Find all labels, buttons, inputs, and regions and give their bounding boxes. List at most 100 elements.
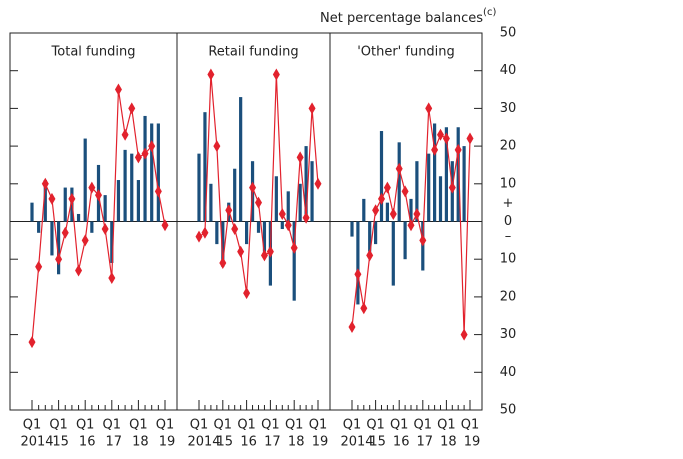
bar — [63, 187, 67, 222]
diamond-marker — [401, 185, 409, 198]
diamond-marker — [121, 128, 129, 141]
x-year-label: 18 — [288, 435, 305, 450]
diamond-marker — [314, 177, 322, 190]
bar — [123, 149, 127, 222]
bar — [50, 221, 54, 256]
diamond-marker — [95, 189, 102, 202]
diamond-marker — [134, 151, 142, 164]
diamond-marker — [389, 207, 397, 220]
y-tick-label: 20 — [500, 289, 517, 304]
diamond-marker — [419, 234, 427, 247]
bar — [256, 221, 261, 233]
bar — [280, 221, 284, 230]
diamond-marker — [302, 211, 310, 224]
x-tick-label: Q1 — [76, 418, 95, 433]
bar — [143, 115, 147, 222]
diamond-marker — [466, 132, 474, 145]
diamond-marker — [255, 196, 262, 209]
diamond-marker — [81, 234, 89, 247]
diamond-marker — [28, 336, 36, 349]
diamond-marker — [442, 132, 450, 145]
bar — [427, 153, 431, 222]
diamond-marker — [266, 245, 274, 258]
diamond-marker — [108, 272, 116, 285]
diamond-marker — [207, 68, 215, 81]
diamond-marker — [372, 204, 380, 217]
bar — [203, 112, 207, 222]
bar — [221, 221, 225, 267]
bar — [292, 221, 296, 301]
x-tick-label: Q1 — [237, 418, 256, 433]
bar — [197, 153, 201, 222]
bar — [116, 180, 121, 222]
x-tick-label: Q1 — [214, 418, 233, 433]
bar — [239, 97, 243, 222]
x-tick-label: Q1 — [390, 418, 409, 433]
bar — [37, 221, 41, 233]
x-year-label: 2014 — [187, 435, 220, 450]
x-tick-label: Q1 — [261, 418, 280, 433]
x-year-label: 17 — [264, 435, 281, 450]
diamond-marker — [114, 83, 122, 96]
diamond-marker — [237, 245, 245, 258]
bar — [397, 142, 401, 222]
sign-label: – — [505, 229, 512, 244]
x-year-label: 16 — [393, 435, 410, 450]
bar — [456, 127, 460, 222]
x-tick-label: Q1 — [343, 418, 362, 433]
x-year-label: 19 — [312, 435, 329, 450]
x-year-label: 17 — [417, 435, 434, 450]
diamond-marker — [35, 260, 43, 273]
diamond-marker — [201, 226, 209, 239]
y-tick-label: 50 — [500, 403, 517, 418]
diamond-marker — [437, 128, 444, 141]
x-year-label: 15 — [369, 435, 386, 450]
diamond-marker — [161, 219, 169, 232]
diamond-marker — [448, 181, 456, 194]
x-year-label: 2014 — [340, 435, 373, 450]
bar — [130, 153, 134, 222]
bar — [274, 176, 278, 222]
bar — [444, 127, 448, 222]
bar — [57, 221, 61, 275]
y-tick-label: 50 — [500, 26, 517, 41]
bar — [350, 221, 354, 237]
diamond-marker — [243, 287, 251, 300]
bar — [233, 168, 237, 222]
diamond-marker — [378, 192, 385, 205]
bar — [391, 221, 395, 286]
x-year-label: 16 — [240, 435, 257, 450]
diamond-marker — [154, 185, 162, 198]
x-year-label: 16 — [79, 435, 96, 450]
diamond-marker — [55, 253, 63, 266]
diamond-marker — [284, 219, 292, 232]
x-year-label: 18 — [440, 435, 457, 450]
x-tick-label: Q1 — [366, 418, 385, 433]
diamond-marker — [101, 223, 109, 236]
diamond-marker — [231, 223, 239, 236]
bar — [156, 123, 160, 222]
y-tick-label: 0 — [504, 214, 512, 229]
y-axis-label-note: (c) — [483, 7, 496, 18]
diamond-marker — [366, 249, 374, 262]
diamond-marker — [128, 102, 136, 115]
x-year-label: 15 — [217, 435, 234, 450]
bar — [304, 146, 308, 222]
panel-title: Retail funding — [208, 45, 298, 60]
bar — [298, 183, 302, 222]
bar — [110, 221, 114, 263]
panel-title: Total funding — [51, 45, 136, 60]
diamond-marker — [75, 264, 83, 277]
diamond-marker — [407, 219, 415, 232]
diamond-marker — [260, 249, 268, 262]
x-tick-label: Q1 — [156, 418, 175, 433]
x-year-label: 17 — [106, 435, 123, 450]
diamond-marker — [219, 256, 227, 269]
x-year-label: 2014 — [20, 435, 53, 450]
diamond-marker — [88, 181, 96, 194]
bar — [415, 161, 419, 222]
y-axis-label-text: Net percentage balances — [320, 11, 483, 26]
bar — [356, 221, 360, 305]
diamond-marker — [249, 181, 257, 194]
